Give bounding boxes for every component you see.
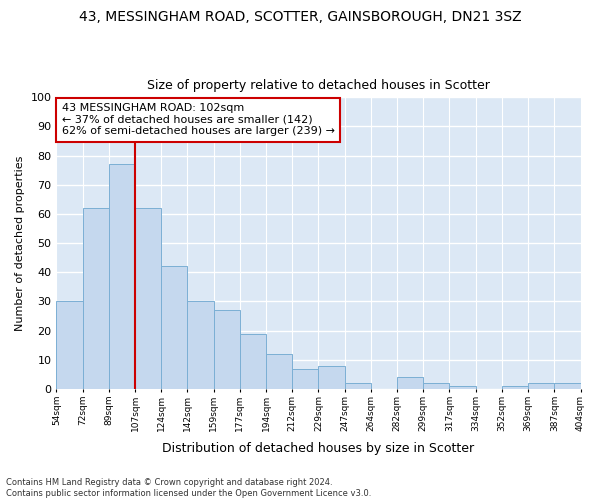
Bar <box>344 383 371 389</box>
Y-axis label: Number of detached properties: Number of detached properties <box>15 156 25 331</box>
Bar <box>554 383 581 389</box>
Bar <box>502 386 528 389</box>
Bar <box>240 334 266 389</box>
Bar <box>83 208 109 389</box>
Text: 43, MESSINGHAM ROAD, SCOTTER, GAINSBOROUGH, DN21 3SZ: 43, MESSINGHAM ROAD, SCOTTER, GAINSBOROU… <box>79 10 521 24</box>
Title: Size of property relative to detached houses in Scotter: Size of property relative to detached ho… <box>147 79 490 92</box>
Bar <box>214 310 240 389</box>
Bar <box>449 386 476 389</box>
Bar <box>109 164 135 389</box>
X-axis label: Distribution of detached houses by size in Scotter: Distribution of detached houses by size … <box>163 442 475 455</box>
Bar <box>56 302 83 389</box>
Bar <box>292 368 319 389</box>
Bar <box>187 302 214 389</box>
Bar <box>528 383 554 389</box>
Text: 43 MESSINGHAM ROAD: 102sqm
← 37% of detached houses are smaller (142)
62% of sem: 43 MESSINGHAM ROAD: 102sqm ← 37% of deta… <box>62 103 335 136</box>
Bar <box>161 266 187 389</box>
Bar <box>135 208 161 389</box>
Bar <box>319 366 344 389</box>
Bar <box>423 383 449 389</box>
Bar <box>397 378 423 389</box>
Text: Contains HM Land Registry data © Crown copyright and database right 2024.
Contai: Contains HM Land Registry data © Crown c… <box>6 478 371 498</box>
Bar <box>266 354 292 389</box>
